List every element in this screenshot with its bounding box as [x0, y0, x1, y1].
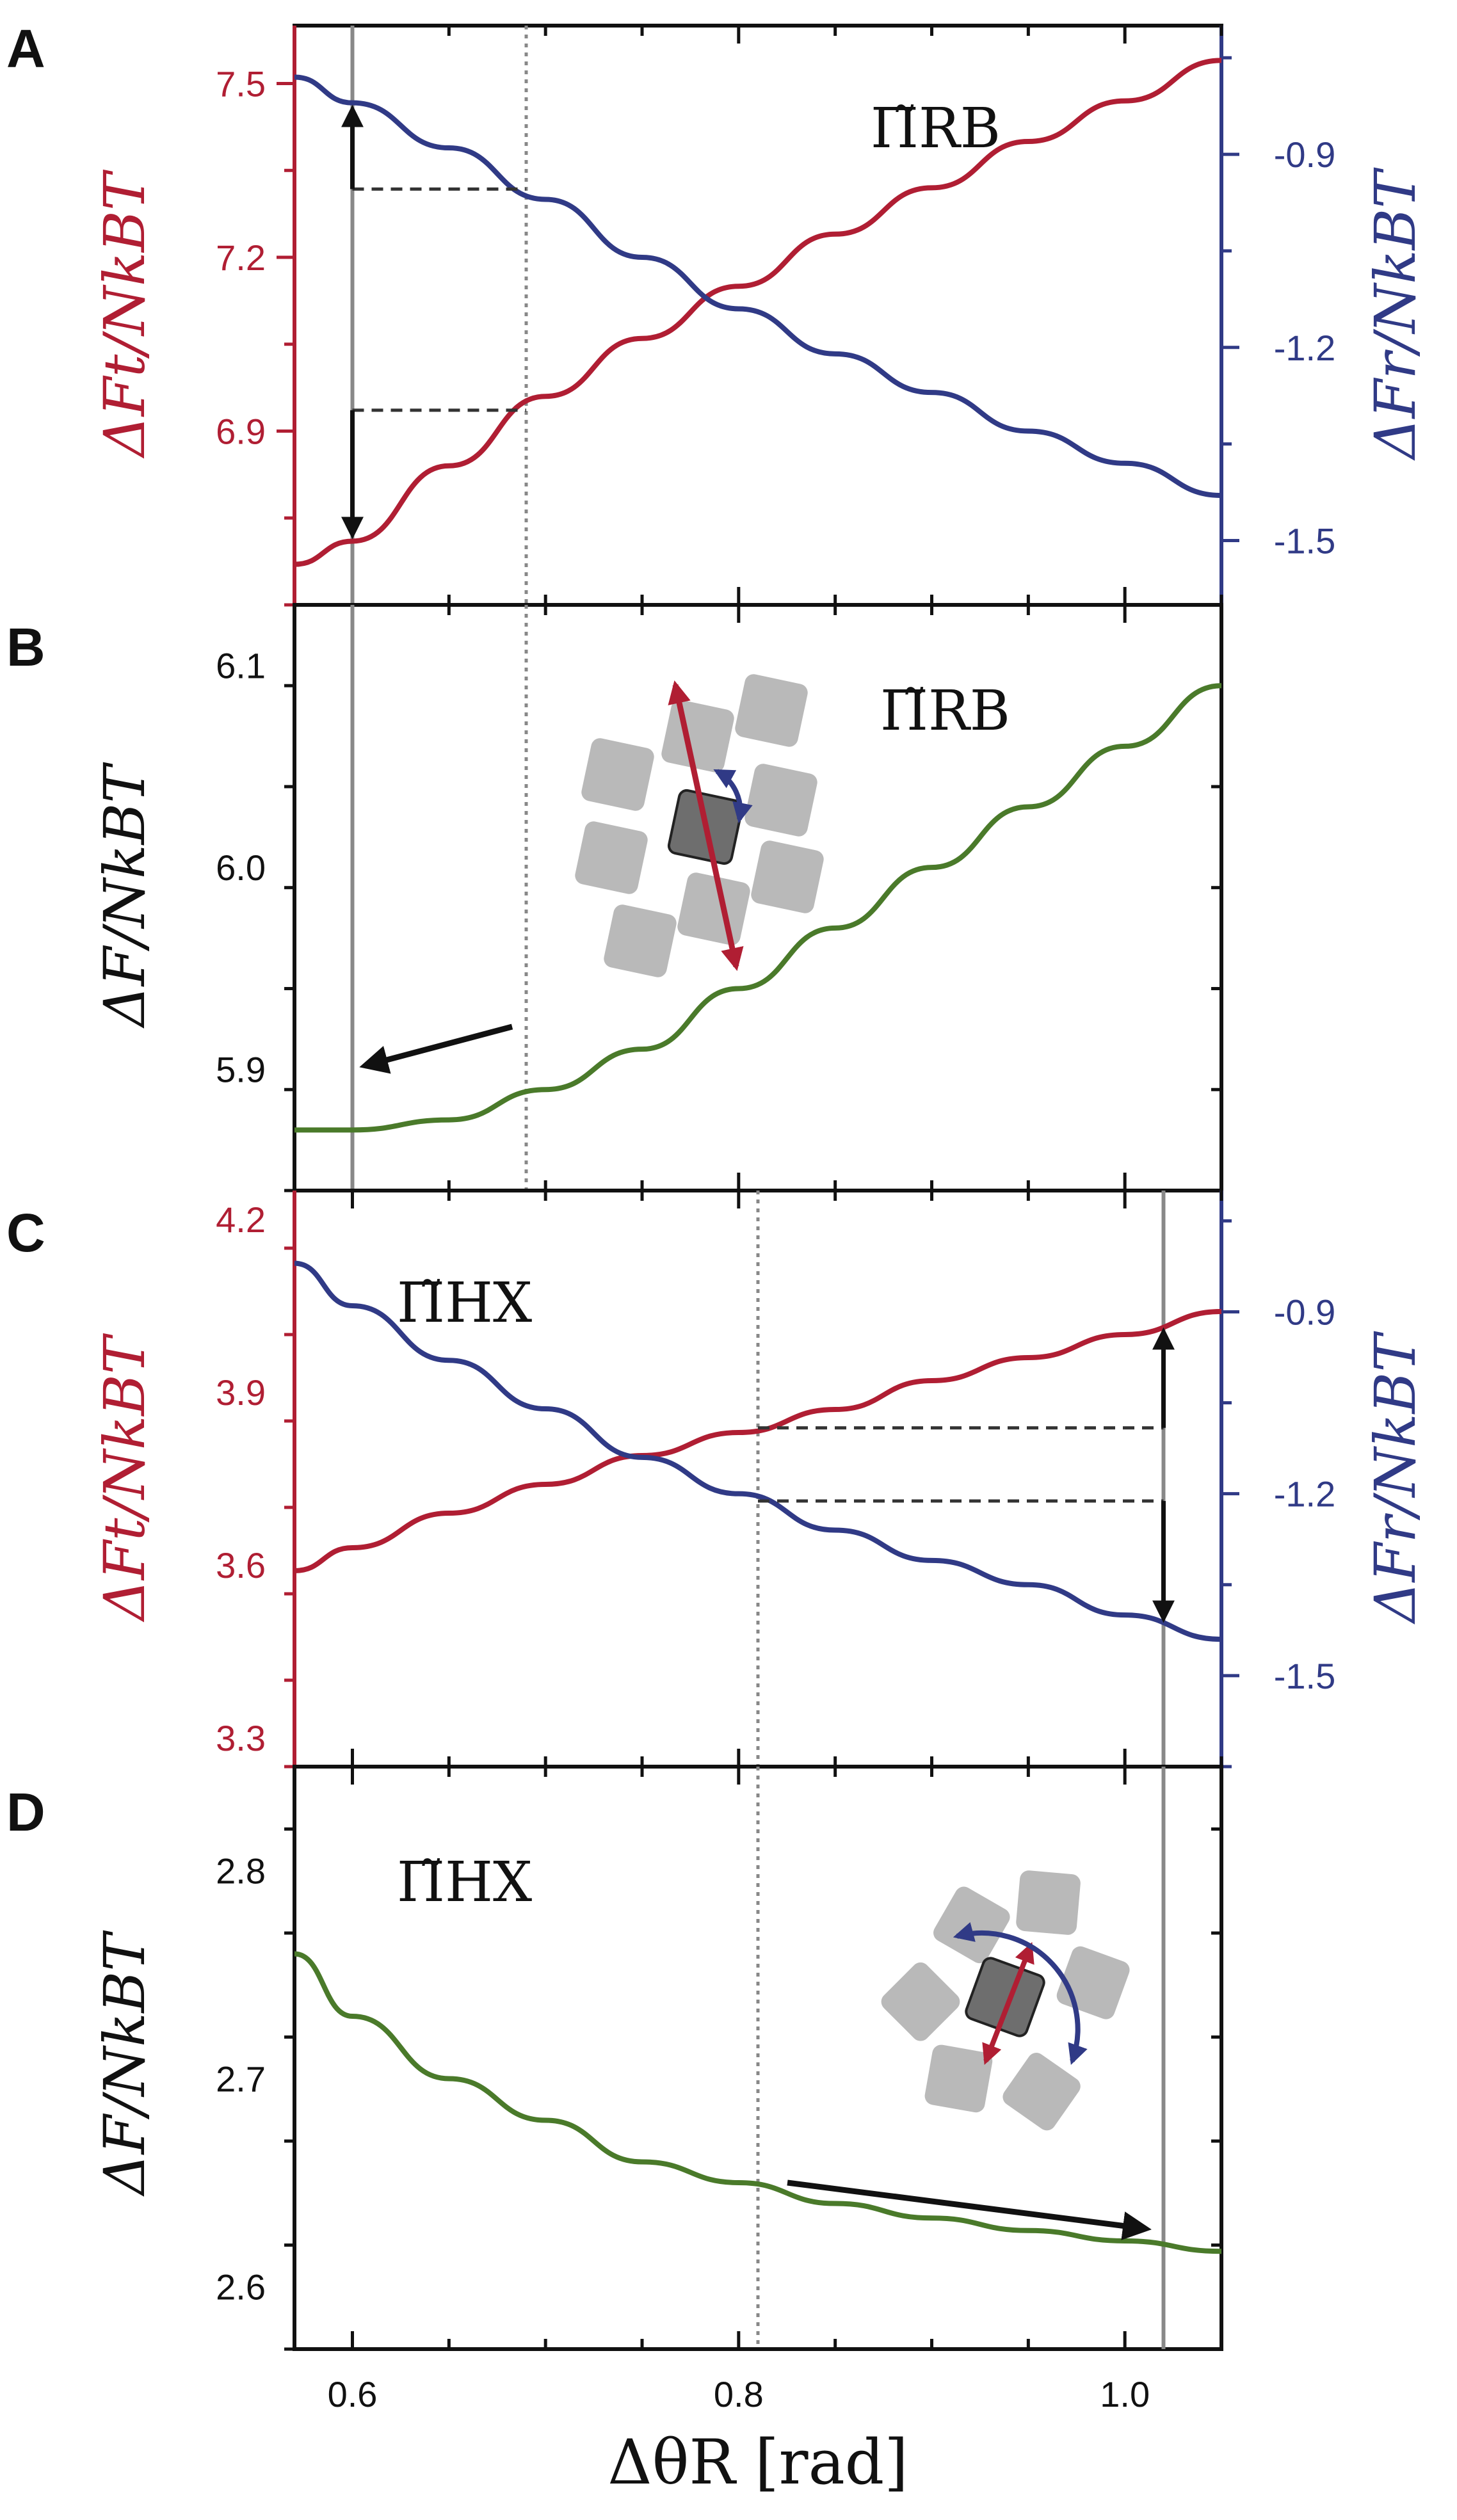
panel-a: A 6.9 7.2 7.5 -1.5 -1.2 -0.9 Π̃RB ΔFt/NkBT Δ… [6, 19, 1428, 607]
annotation-pi-hx-d: Π̃HX [397, 1850, 532, 1914]
right-tick-label: -1.2 [1274, 328, 1336, 368]
panel-d: D 2.6 2.7 2.8 Π̃HX ΔF/NkBT [6, 1765, 1223, 2351]
panel-letter-c: C [6, 1203, 45, 1263]
left-tick-label: 3.9 [216, 1372, 266, 1413]
x-axis-title: ΔθR [rad] [608, 2427, 908, 2498]
x-tick-label: 1.0 [1100, 2374, 1150, 2414]
annotation-pi-rb: Π̃RB [871, 97, 1001, 161]
right-tick-label: -1.5 [1274, 1656, 1336, 1696]
series-line-blue [294, 74, 1222, 499]
right-tick-label: -0.9 [1274, 1292, 1336, 1332]
panel-d-left-axis-title: ΔF/NkBT [92, 1930, 157, 2197]
annotation-pi-hx: Π̃HX [397, 1271, 532, 1335]
series-line-blue [294, 1260, 1222, 1642]
panel-c-left-axis-title: ΔFt/NkBT [92, 1333, 157, 1623]
panel-b: B 5.9 6.0 6.1 Π̃RB ΔF/NkBT [6, 603, 1223, 1192]
panel-a-left-axis-title: ΔFt/NkBT [92, 169, 157, 459]
left-tick-label: 6.0 [216, 847, 266, 888]
left-tick-label: 3.3 [216, 1718, 266, 1758]
x-tick-label: 0.8 [714, 2374, 764, 2414]
inset-lattice-rb [575, 674, 824, 977]
inset-lattice-hx [881, 1870, 1130, 2131]
panel-b-arrow [359, 1023, 513, 1074]
panel-b-left-axis-title: ΔF/NkBT [92, 762, 157, 1029]
panel-c-right-axis-title: ΔFr/NkBT [1362, 1331, 1428, 1625]
right-tick-label: -0.9 [1274, 134, 1336, 175]
left-tick-label: 7.5 [216, 64, 266, 104]
panel-letter-b: B [6, 617, 45, 677]
series-line-red [294, 1309, 1222, 1573]
left-tick-label: 2.7 [216, 2059, 266, 2099]
left-tick-label: 5.9 [216, 1050, 266, 1090]
series-line-red [294, 58, 1222, 567]
series-line-green [294, 683, 1222, 1133]
panel-d-arrow [787, 2179, 1152, 2240]
right-tick-label: -1.2 [1274, 1474, 1336, 1514]
panel-letter-d: D [6, 1782, 45, 1842]
annotation-pi-rb-b: Π̃RB [880, 679, 1010, 743]
panel-a-right-axis-title: ΔFr/NkBT [1362, 167, 1428, 461]
panel-c: C 3.3 3.6 3.9 4.2 -1.5 -1.2 -0.9 Π̃HX ΔFt/NkB… [6, 1189, 1428, 1769]
panel-a-frame [293, 24, 1223, 607]
left-tick-label: 6.1 [216, 646, 266, 686]
x-tick-label: 0.6 [328, 2374, 378, 2414]
left-tick-label: 3.6 [216, 1545, 266, 1585]
left-tick-label: 2.8 [216, 1851, 266, 1891]
left-tick-label: 4.2 [216, 1200, 266, 1240]
right-tick-label: -1.5 [1274, 520, 1336, 561]
panel-letter-a: A [6, 19, 45, 79]
left-tick-label: 2.6 [216, 2267, 266, 2307]
x-tick-labels: 0.6 0.8 1.0 [328, 2374, 1150, 2414]
series-line-green [294, 1951, 1222, 2254]
left-tick-label: 7.2 [216, 237, 266, 278]
left-tick-label: 6.9 [216, 412, 266, 452]
